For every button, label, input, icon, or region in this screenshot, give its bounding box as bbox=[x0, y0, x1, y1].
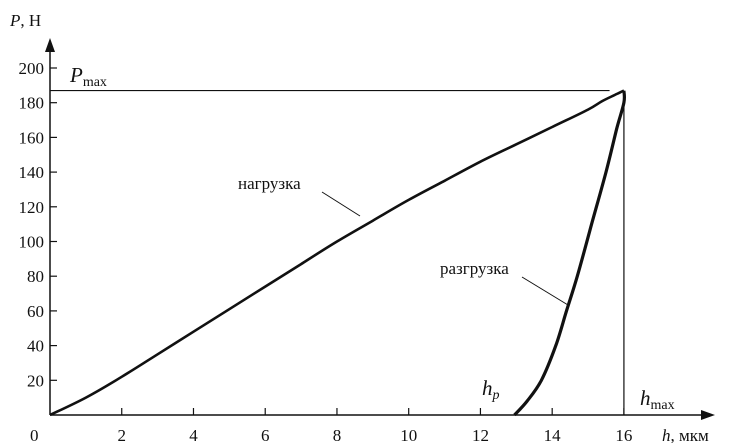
loading-label: нагрузка bbox=[238, 174, 301, 193]
x-tick-label: 4 bbox=[189, 426, 198, 443]
x-tick-label: 12 bbox=[472, 426, 489, 443]
axes bbox=[45, 38, 715, 420]
guide-lines bbox=[50, 89, 625, 415]
y-ticks: 20 40 60 80 100 120 140 160 180 200 bbox=[19, 59, 57, 390]
x-axis-symbol: h bbox=[662, 426, 671, 443]
pmax-annotation: Pmax bbox=[69, 63, 107, 90]
y-tick-label: 60 bbox=[27, 302, 44, 321]
hp-subscript: p bbox=[492, 388, 500, 403]
loading-label-leader bbox=[321, 191, 361, 217]
series-line-loading bbox=[49, 89, 625, 417]
x-axis-arrow bbox=[701, 410, 715, 420]
y-axis-symbol: P bbox=[9, 11, 20, 30]
origin-label: 0 bbox=[30, 426, 39, 443]
y-tick-label: 80 bbox=[27, 267, 44, 286]
hp-annotation: hp bbox=[482, 376, 500, 403]
unloading-label: разгрузка bbox=[440, 259, 509, 278]
y-axis-arrow bbox=[45, 38, 55, 52]
y-tick-label: 200 bbox=[19, 59, 45, 78]
y-tick-label: 100 bbox=[19, 233, 45, 252]
y-tick-label: 40 bbox=[27, 337, 44, 356]
x-tick-label: 14 bbox=[544, 426, 562, 443]
pmax-symbol: P bbox=[69, 63, 83, 87]
x-tick-label: 10 bbox=[400, 426, 417, 443]
y-tick-label: 160 bbox=[19, 128, 45, 147]
x-tick-label: 6 bbox=[261, 426, 270, 443]
y-tick-label: 180 bbox=[19, 94, 45, 113]
x-tick-label: 8 bbox=[333, 426, 342, 443]
x-tick-label: 2 bbox=[117, 426, 126, 443]
hp-symbol: h bbox=[482, 376, 493, 400]
hmax-annotation: hmax bbox=[640, 386, 675, 413]
unloading-label-leader bbox=[521, 276, 569, 306]
pmax-subscript: max bbox=[83, 75, 107, 90]
y-tick-label: 120 bbox=[19, 198, 45, 217]
y-tick-label: 20 bbox=[27, 371, 44, 390]
x-tick-label: 16 bbox=[615, 426, 632, 443]
series-line-unloading bbox=[513, 90, 627, 417]
y-tick-label: 140 bbox=[19, 163, 45, 182]
y-axis-label: P, Н bbox=[9, 11, 41, 30]
hmax-symbol: h bbox=[640, 386, 651, 410]
x-ticks: 2 4 6 8 10 12 14 16 bbox=[117, 408, 632, 443]
x-axis-label: h, мкм bbox=[662, 426, 709, 443]
x-axis-unit: , мкм bbox=[671, 426, 710, 443]
hmax-subscript: max bbox=[651, 398, 675, 413]
y-axis-unit: , Н bbox=[20, 11, 41, 30]
